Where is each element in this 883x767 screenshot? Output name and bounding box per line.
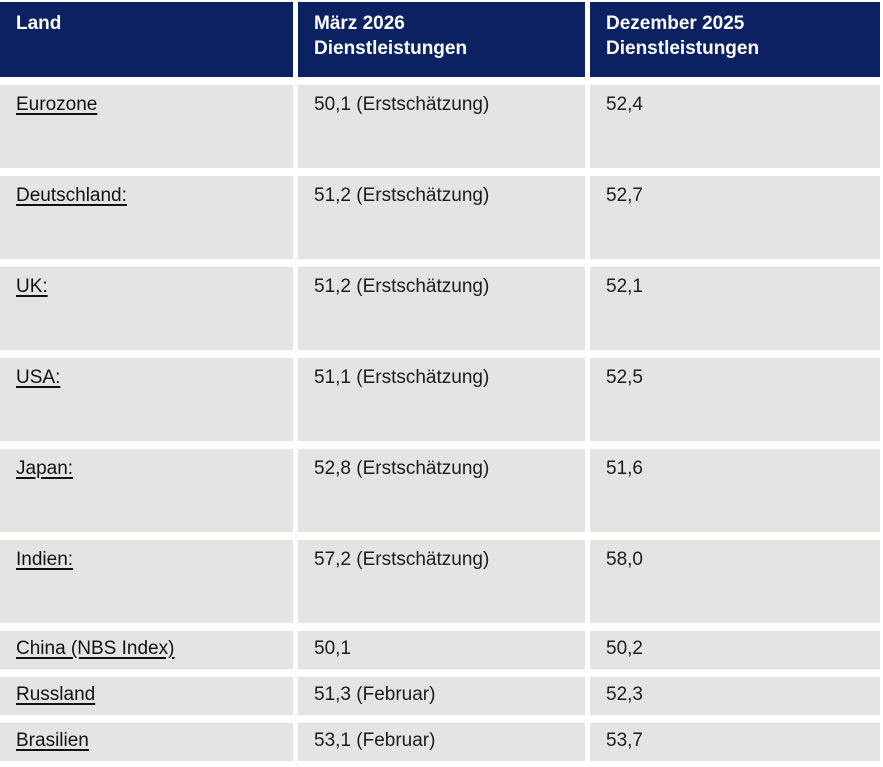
dezember-value-cell: 52,3 [590,677,880,715]
dezember-value-cell: 51,6 [590,449,880,532]
country-link-usa[interactable]: USA: [16,367,61,388]
dezember-value-cell: 52,7 [590,176,880,259]
maerz-value: 50,1 [314,638,351,659]
maerz-value: 51,2 (Erstschätzung) [314,276,490,297]
country-cell: Brasilien [0,723,293,761]
country-cell: China (NBS Index) [0,631,293,669]
dezember-value: 52,1 [606,276,643,297]
maerz-value-cell: 52,8 (Erstschätzung) [298,449,585,532]
header-label-maerz-2026: März 2026 Dienstleistungen [314,13,468,59]
country-cell: Deutschland: [0,176,293,259]
country-cell: Russland [0,677,293,715]
dezember-value-cell: 52,1 [590,267,880,350]
maerz-value-cell: 53,1 (Februar) [298,723,585,761]
dezember-value: 50,2 [606,638,643,659]
country-cell: Eurozone [0,85,293,168]
country-link-deutschland[interactable]: Deutschland: [16,185,127,206]
country-link-japan[interactable]: Japan: [16,458,74,479]
dezember-value-cell: 50,2 [590,631,880,669]
dezember-value-cell: 53,7 [590,723,880,761]
country-link-russland[interactable]: Russland [16,684,96,705]
dezember-value-cell: 52,4 [590,85,880,168]
country-link-china[interactable]: China (NBS Index) [16,638,175,659]
maerz-value: 53,1 (Februar) [314,730,436,751]
country-link-brasilien[interactable]: Brasilien [16,730,89,751]
country-cell: UK: [0,267,293,350]
dezember-value: 52,5 [606,367,643,388]
country-link-uk[interactable]: UK: [16,276,48,297]
header-label-dezember-2025: Dezember 2025 Dienstleistungen [606,13,760,59]
header-label-land: Land [16,13,62,34]
dezember-value-cell: 52,5 [590,358,880,441]
header-cell-maerz-2026: März 2026 Dienstleistungen [298,2,585,77]
maerz-value: 50,1 (Erstschätzung) [314,94,490,115]
maerz-value-cell: 51,1 (Erstschätzung) [298,358,585,441]
maerz-value-cell: 57,2 (Erstschätzung) [298,540,585,623]
maerz-value: 51,2 (Erstschätzung) [314,185,490,206]
country-link-indien[interactable]: Indien: [16,549,74,570]
dezember-value: 52,7 [606,185,643,206]
dezember-value: 58,0 [606,549,643,570]
dezember-value: 53,7 [606,730,643,751]
maerz-value-cell: 50,1 (Erstschätzung) [298,85,585,168]
country-cell: Japan: [0,449,293,532]
maerz-value: 51,1 (Erstschätzung) [314,367,490,388]
country-cell: Indien: [0,540,293,623]
maerz-value-cell: 51,2 (Erstschätzung) [298,267,585,350]
country-link-eurozone[interactable]: Eurozone [16,94,98,115]
dezember-value-cell: 58,0 [590,540,880,623]
header-cell-land: Land [0,2,293,77]
dezember-value: 52,3 [606,684,643,705]
header-cell-dezember-2025: Dezember 2025 Dienstleistungen [590,2,880,77]
maerz-value-cell: 51,2 (Erstschätzung) [298,176,585,259]
maerz-value: 51,3 (Februar) [314,684,436,705]
country-cell: USA: [0,358,293,441]
maerz-value: 57,2 (Erstschätzung) [314,549,490,570]
maerz-value: 52,8 (Erstschätzung) [314,458,490,479]
dezember-value: 52,4 [606,94,643,115]
dezember-value: 51,6 [606,458,643,479]
maerz-value-cell: 51,3 (Februar) [298,677,585,715]
maerz-value-cell: 50,1 [298,631,585,669]
